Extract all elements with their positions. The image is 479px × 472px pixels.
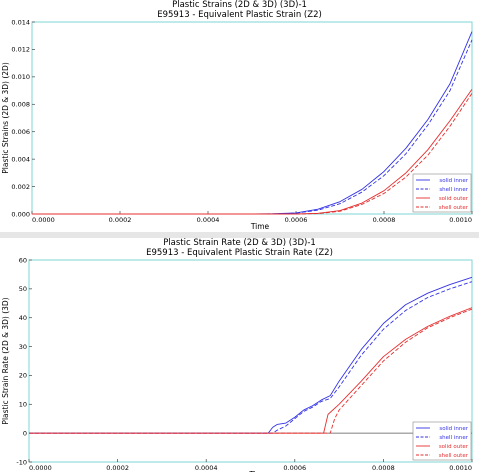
y-axis-label: Plastic Strain Rate (2D & 3D) (3D) (1, 297, 10, 424)
x-tick-label: 0.0004 (197, 216, 220, 224)
legend-entry: shell outer (439, 453, 469, 459)
x-tick-label: 0.0004 (195, 464, 218, 472)
plot-area-bottom[interactable]: 0.0000 0.0002 0.0004 0.0006 0.0008 0.0010 -10 0… (0, 238, 479, 472)
x-tick-label: 0.0002 (109, 216, 132, 224)
plot-frame (31, 21, 473, 215)
legend-entry: shell inner (439, 435, 468, 441)
x-tick-label: 0.0006 (285, 216, 308, 224)
legend-entry: shell outer (439, 205, 469, 211)
chart-subtitle: E95913 - Equivalent Plastic Strain Rate … (146, 248, 333, 258)
chart-panel-top: Plastic Strains (2D & 3D) (3D)-1 E95913 … (0, 0, 479, 232)
y-tick-label: 60 (19, 256, 27, 264)
chart-title: Plastic Strains (2D & 3D) (3D)-1 (172, 0, 307, 10)
legend-entry: solid inner (439, 426, 468, 432)
legend-entry: solid outer (439, 444, 469, 450)
y-tick-label: 0.010 (11, 73, 30, 81)
series-line (32, 88, 473, 215)
y-tick-label: 0.008 (11, 101, 30, 109)
y-tick-label: 30 (19, 343, 27, 351)
legend-entry: shell inner (439, 187, 468, 193)
series-line (29, 276, 473, 434)
legend: solid inner shell inner solid outer shell o… (412, 173, 472, 213)
y-tick-label: 40 (19, 314, 27, 322)
y-tick-label: -10 (16, 458, 27, 466)
chart-subtitle: E95913 - Equivalent Plastic Strain (Z2) (157, 10, 322, 20)
x-tick-label: 0.0008 (372, 464, 395, 472)
y-tick-label: 0.004 (11, 155, 30, 163)
y-tick-label: 0.006 (11, 128, 30, 136)
x-axis-label: Time (248, 470, 268, 472)
x-tick-label: 0.0000 (29, 464, 52, 472)
y-tick-label: 0.002 (11, 183, 30, 191)
x-tick-label: 0.0000 (32, 216, 55, 224)
y-tick-label: 0.000 (11, 210, 30, 218)
y-tick-label: 20 (19, 372, 27, 380)
series-line (32, 93, 473, 215)
panel-separator (0, 232, 479, 238)
series-line (29, 281, 473, 434)
legend-entry: solid outer (439, 196, 469, 202)
legend-entry: solid inner (439, 178, 468, 184)
y-tick-label: 0.012 (11, 46, 30, 54)
x-tick-label: 0.0006 (283, 464, 306, 472)
y-axis-label: Plastic Strains (2D & 3D) (2D) (1, 62, 10, 174)
y-tick-label: 10 (19, 401, 27, 409)
x-tick-label: 0.0002 (106, 464, 129, 472)
legend: solid inner shell inner solid outer shell o… (412, 421, 472, 461)
chart-title: Plastic Strain Rate (2D & 3D) (3D)-1 (163, 238, 316, 248)
x-axis-label: Time (250, 222, 270, 231)
series-line (29, 308, 473, 434)
x-tick-label: 0.0010 (449, 216, 472, 224)
series-line (29, 307, 473, 434)
y-tick-label: 50 (19, 285, 27, 293)
x-tick-label: 0.0010 (449, 464, 472, 472)
chart-panel-bottom: Plastic Strain Rate (2D & 3D) (3D)-1 E95… (0, 238, 479, 472)
plot-frame (28, 259, 473, 463)
y-tick-label: 0.014 (11, 18, 30, 26)
x-tick-label: 0.0008 (373, 216, 396, 224)
series-line (32, 39, 473, 215)
plot-area-top[interactable]: 0.0000 0.0002 0.0004 0.0006 0.0008 0.0010 0.00… (0, 0, 479, 232)
y-tick-label: 0 (23, 429, 27, 437)
